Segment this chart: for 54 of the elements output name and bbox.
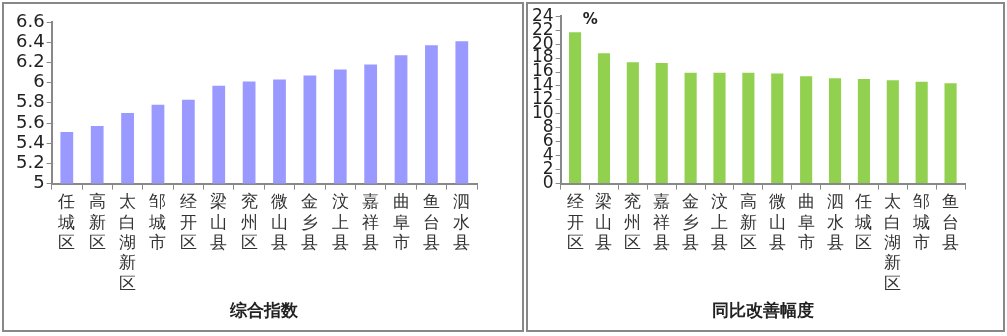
x-tick-label: 金乡县 bbox=[301, 191, 319, 253]
x-tick-label: 嘉祥县 bbox=[653, 191, 671, 253]
bar bbox=[569, 32, 582, 184]
x-tick-label: 经开区 bbox=[566, 191, 584, 253]
y-tick-label: 6.2 bbox=[15, 50, 45, 72]
bar bbox=[886, 80, 899, 184]
x-tick-label: 鱼台县 bbox=[422, 191, 440, 253]
y-tick-label: 5 bbox=[33, 171, 45, 193]
x-tick-label: 微山县 bbox=[271, 191, 288, 253]
x-tick-label: 曲阜市 bbox=[797, 191, 815, 253]
y-axis-title: % bbox=[582, 9, 598, 28]
bar bbox=[915, 81, 928, 184]
x-tick-label: 任城区 bbox=[854, 191, 873, 253]
bar bbox=[655, 62, 668, 184]
x-tick-label: 梁山县 bbox=[595, 191, 613, 253]
x-tick-label: 邹城市 bbox=[912, 191, 931, 253]
x-tick-label: 经开区 bbox=[179, 191, 197, 253]
bar bbox=[771, 73, 784, 184]
y-tick-label: 5.2 bbox=[15, 151, 45, 173]
bar bbox=[800, 76, 813, 184]
x-tick-label: 泗水县 bbox=[453, 191, 471, 253]
bar bbox=[742, 72, 755, 184]
bar bbox=[626, 62, 639, 184]
x-tick-label: 梁山县 bbox=[210, 191, 228, 253]
bar bbox=[684, 72, 697, 184]
y-tick-label: 5.8 bbox=[15, 90, 45, 112]
x-tick-label: 汶上县 bbox=[331, 191, 349, 253]
y-tick-label: 6.4 bbox=[15, 29, 45, 51]
x-tick-label: 汶上县 bbox=[710, 191, 728, 253]
y-tick-label: 6.6 bbox=[15, 9, 45, 31]
bar bbox=[944, 83, 957, 184]
x-tick-label: 太白湖新区 bbox=[884, 191, 902, 293]
x-tick-label: 高新区 bbox=[88, 191, 106, 253]
x-tick-label: 任城区 bbox=[57, 191, 76, 253]
bar bbox=[828, 78, 842, 184]
x-tick-label: 金乡县 bbox=[682, 191, 700, 253]
x-tick-label: 太白湖新区 bbox=[119, 191, 137, 293]
bar bbox=[713, 72, 726, 184]
x-tick-label: 兖州区 bbox=[624, 191, 642, 253]
bar bbox=[857, 78, 870, 184]
bar bbox=[597, 53, 611, 184]
x-tick-label: 高新区 bbox=[739, 191, 757, 253]
y-tick-label: 5.4 bbox=[15, 130, 45, 152]
x-tick-label: 泗水县 bbox=[826, 191, 844, 253]
x-axis-title: 综合指数 bbox=[229, 300, 300, 321]
y-tick-label: 6 bbox=[33, 70, 45, 92]
x-tick-label: 兖州区 bbox=[240, 191, 258, 253]
x-axis-title: 同比改善幅度 bbox=[711, 300, 814, 321]
x-tick-label: 嘉祥县 bbox=[362, 191, 380, 253]
y-tick-label: 5.6 bbox=[15, 110, 45, 132]
x-tick-label: 鱼台县 bbox=[942, 191, 960, 253]
x-tick-label: 微山县 bbox=[768, 191, 786, 253]
x-tick-label: 邹城市 bbox=[148, 191, 167, 253]
x-tick-label: 曲阜市 bbox=[392, 191, 410, 253]
